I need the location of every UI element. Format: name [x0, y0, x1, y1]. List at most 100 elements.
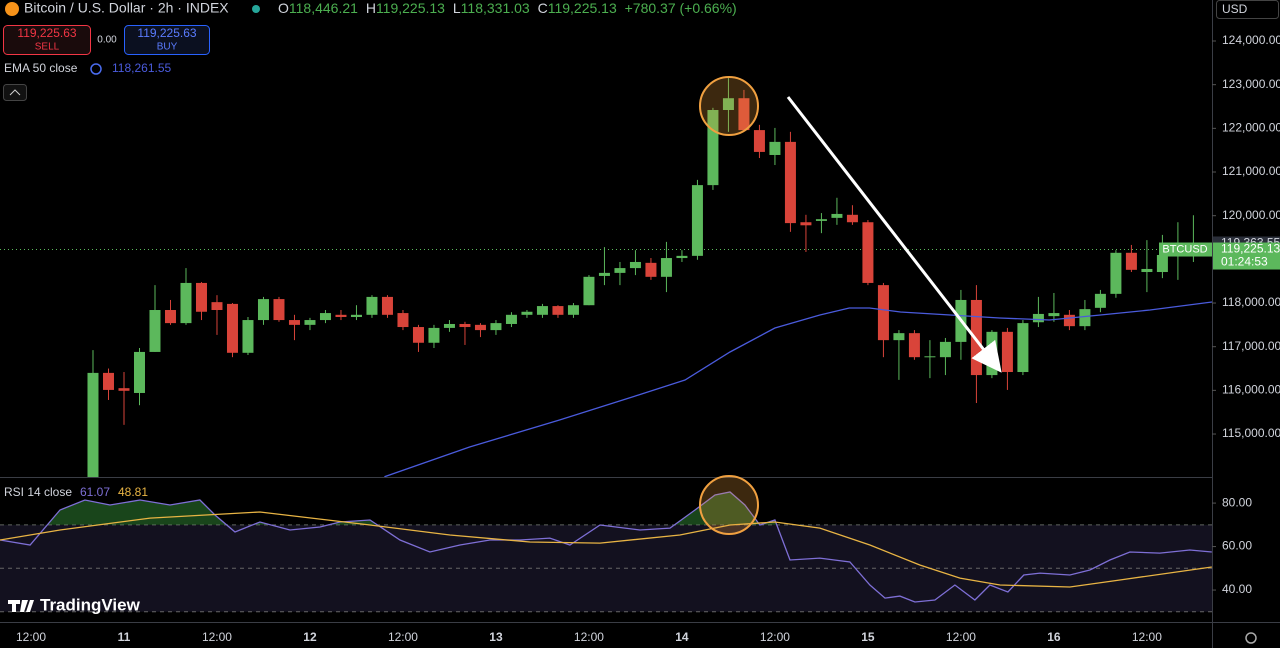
x-tick-label: 16: [1047, 630, 1061, 644]
candle-body: [118, 388, 130, 391]
candle-body: [924, 356, 936, 358]
y-tick-label: 40.00: [1222, 582, 1252, 596]
candle-body: [660, 258, 672, 277]
candle-body: [195, 282, 207, 312]
symbol-tag-box: [1159, 242, 1212, 257]
y-tick-label: 116,000.00: [1222, 383, 1280, 397]
countdown: 01:24:53: [1221, 255, 1268, 269]
collapse-icon[interactable]: [9, 89, 21, 96]
highlight-circle: [699, 76, 759, 136]
candle-body: [521, 311, 533, 315]
y-tick-label: 124,000.00: [1222, 33, 1280, 47]
ema-icon: [90, 63, 102, 75]
x-tick-label: 12:00: [946, 630, 976, 644]
candle-body: [459, 323, 471, 328]
candle-body: [1079, 309, 1091, 327]
buy-box[interactable]: [124, 25, 210, 55]
candle-body: [552, 306, 564, 315]
buy-price[interactable]: 119,225.63: [137, 26, 196, 40]
sell-button[interactable]: 119,225.63 SELL: [3, 25, 91, 55]
buy-button[interactable]: 119,225.63 BUY: [124, 25, 210, 55]
candle-body: [505, 314, 517, 324]
change: +780.37 (+0.66%): [625, 0, 737, 16]
candle-body: [366, 296, 378, 315]
last-price-label: 119,225.13: [1221, 242, 1280, 256]
currency-button[interactable]: [1216, 0, 1279, 19]
candle-body: [87, 372, 99, 477]
symbol-tag: BTCUSD: [1162, 243, 1207, 255]
currency[interactable]: USD: [1222, 2, 1248, 16]
candle-body: [738, 98, 750, 131]
sell-box[interactable]: [3, 25, 91, 55]
candle-body: [676, 255, 688, 259]
highlight-circle: [699, 475, 759, 535]
candle-body: [428, 327, 440, 343]
candle-body: [939, 341, 951, 358]
rsi-band: [0, 524, 1212, 612]
settings-icon[interactable]: [1245, 632, 1257, 644]
ohlc-key: L: [453, 0, 461, 16]
candle-body: [1141, 268, 1153, 273]
spread: 0.00: [97, 35, 117, 46]
candle-body: [800, 222, 812, 226]
y-tick-label: 80.00: [1222, 495, 1252, 509]
rsi-ma-line: [0, 511, 1212, 588]
candle-body: [862, 222, 874, 283]
ohlc-key: O: [278, 0, 289, 16]
candle-body: [397, 313, 409, 328]
y-tick-label: 115,000.00: [1222, 426, 1280, 440]
candle-body: [831, 213, 843, 218]
ohlc-value: 119,225.13: [548, 0, 617, 16]
candle-body: [598, 272, 610, 276]
candle-body: [211, 302, 223, 311]
x-tick-label: 12:00: [16, 630, 46, 644]
y-tick-label: 121,000.00: [1222, 164, 1280, 178]
candle-body: [815, 219, 827, 221]
candle-body: [257, 299, 269, 321]
candle-body: [319, 313, 331, 321]
ema-legend-value: 118,261.55: [112, 61, 171, 75]
candle-body: [304, 320, 316, 325]
candle-body: [474, 324, 486, 331]
candle-body: [288, 320, 300, 325]
y-tick-label: 120,000.00: [1222, 208, 1280, 222]
candle-body: [1094, 293, 1106, 308]
x-tick-label: 11: [118, 630, 131, 644]
collapse-button[interactable]: [3, 84, 27, 101]
candle-body: [893, 333, 905, 341]
candle-body: [1048, 313, 1060, 317]
candle-body: [753, 130, 765, 152]
ohlc-key: C: [538, 0, 548, 16]
x-tick-label: 12:00: [388, 630, 418, 644]
last-price-tag: [1213, 242, 1280, 270]
y-tick-label: 117,000.00: [1222, 339, 1280, 353]
candle-body: [784, 141, 796, 224]
candle-body: [1032, 313, 1044, 323]
candle-body: [102, 372, 114, 390]
ohlc-value: 119,225.13: [376, 0, 445, 16]
sell-label[interactable]: SELL: [35, 42, 60, 53]
candle-body: [412, 327, 424, 343]
candle-body: [226, 303, 238, 353]
sell-price[interactable]: 119,225.63: [17, 26, 76, 40]
candle-body: [877, 285, 889, 341]
x-tick-label: 12:00: [202, 630, 232, 644]
ohlc-value: 118,446.21: [289, 0, 358, 16]
y-tick-label: 123,000.00: [1222, 77, 1280, 91]
x-tick-label: 15: [861, 630, 875, 644]
buy-label[interactable]: BUY: [157, 42, 178, 53]
y-tick-label: 122,000.00: [1222, 121, 1280, 135]
candle-body: [273, 299, 285, 321]
x-tick-label: 12:00: [574, 630, 604, 644]
x-tick-label: 14: [675, 630, 689, 644]
x-tick-label: 13: [489, 630, 503, 644]
x-tick-label: 12:00: [1132, 630, 1162, 644]
candle-body: [164, 310, 176, 324]
logo: TradingView: [40, 595, 141, 614]
candle-body: [769, 141, 781, 155]
candle-body: [629, 261, 641, 269]
rsi-legend-name: RSI 14 close: [4, 485, 72, 499]
candle-body: [583, 276, 595, 306]
candle-body: [180, 282, 192, 324]
